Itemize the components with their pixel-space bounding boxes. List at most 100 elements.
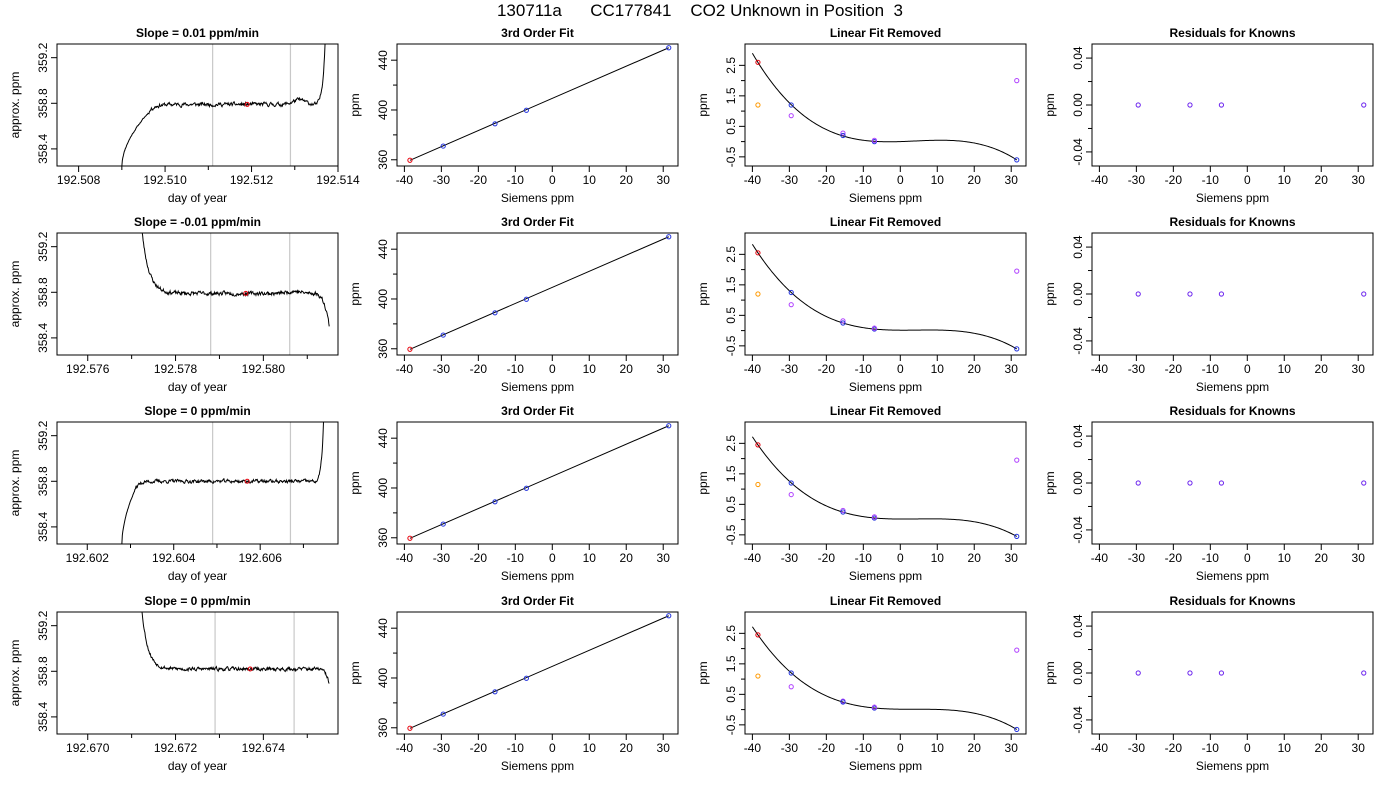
x-tick-label: 20 [620,362,634,376]
x-tick-label: -30 [1128,741,1146,755]
x-tick-label: 192.510 [143,173,187,187]
y-tick-label: 440 [376,50,390,70]
x-tick-label: -40 [1091,362,1109,376]
y-axis-label: ppm [348,282,362,305]
y-tick-label: 0.00 [1071,661,1085,685]
data-point [755,250,761,256]
x-axis-label: Siemens ppm [501,380,574,394]
x-tick-label: 30 [1005,741,1019,755]
panel-fit-row1: 3rd Order Fit -40 -30 -20 -10 0 10 20 30 360 400 44… [348,26,679,205]
panel-title: Slope = 0 ppm/min [144,594,250,608]
data-point [755,442,761,448]
panel-trace-row2: Slope = -0.01 ppm/min 192.576 192.578 192.5… [8,215,339,394]
data-point [1014,726,1020,733]
data-point [1218,480,1225,486]
y-axis-label: ppm [1043,93,1057,116]
x-tick-label: 30 [657,362,671,376]
plot-area [407,234,672,352]
y-tick-label: 360 [376,338,390,358]
data-point [840,699,846,705]
x-tick-label: 10 [583,362,597,376]
x-tick-label: 20 [1315,551,1329,565]
data-point [755,102,761,108]
x-tick-label: 192.580 [242,362,286,376]
y-tick-label: 359.2 [36,231,50,261]
x-tick-label: 192.604 [152,551,196,565]
x-tick-label: 10 [931,362,945,376]
data-point [1014,346,1020,352]
data-point [492,689,498,695]
x-tick-label: 0 [549,362,556,376]
panel-fit-row4: 3rd Order Fit -40 -30 -20 -10 0 10 20 30 360 400 44… [348,594,679,773]
y-tick-label: 440 [376,428,390,448]
x-tick-label: 0 [1244,362,1251,376]
plot-area [141,612,330,734]
data-point [788,289,794,296]
x-tick-label: 20 [620,173,634,187]
x-tick-label: -30 [781,362,799,376]
x-tick-label: -40 [1091,173,1109,187]
data-point [1187,670,1193,676]
x-tick-label: 20 [1315,741,1329,755]
x-tick-label: -30 [1128,362,1146,376]
y-tick-label: 400 [376,478,390,498]
panel-linear-removed-row3: Linear Fit Removed -40 -30 -20 -10 0 10 20 30 -0.… [696,404,1027,583]
data-point [407,346,413,352]
data-point [755,673,761,679]
x-tick-label: -40 [396,741,414,755]
x-tick-label: -10 [855,741,873,755]
x-tick-label: 10 [1278,362,1292,376]
data-point [840,509,846,515]
data-point [755,59,761,65]
panel-title: 3rd Order Fit [501,26,574,40]
y-tick-label: -0.04 [1071,327,1085,355]
data-point [1361,291,1367,297]
x-tick-label: 0 [897,551,904,565]
data-point [666,234,672,240]
x-tick-label: -40 [744,173,762,187]
x-tick-label: 0 [897,741,904,755]
y-tick-label: 0.04 [1071,424,1085,448]
x-tick-label: -40 [1091,551,1109,565]
x-tick-label: 10 [1278,741,1292,755]
data-trace-line [121,422,324,544]
x-tick-label: -30 [1128,551,1146,565]
x-tick-label: -20 [818,551,836,565]
x-tick-label: -20 [470,362,488,376]
data-point [1014,647,1020,653]
x-tick-label: 0 [549,551,556,565]
x-tick-label: 192.508 [57,173,101,187]
x-tick-label: 192.670 [66,741,110,755]
y-tick-label: 0.5 [724,496,738,513]
x-tick-label: 192.606 [238,551,282,565]
y-tick-label: 360 [376,149,390,169]
y-tick-label: 1.5 [724,655,738,672]
fit-line [409,47,669,161]
data-point [1218,291,1225,297]
x-axis-label: day of year [168,380,227,394]
data-point [492,499,498,505]
y-tick-label: 2.5 [724,435,738,452]
x-tick-label: -20 [470,173,488,187]
x-tick-label: 30 [1005,173,1019,187]
plot-frame [56,421,339,545]
x-tick-label: -40 [396,173,414,187]
x-axis-label: day of year [168,759,227,773]
y-axis-label: ppm [696,661,710,684]
x-tick-label: 0 [897,173,904,187]
x-tick-label: 192.512 [230,173,274,187]
x-tick-label: 30 [657,551,671,565]
x-tick-label: -20 [818,362,836,376]
x-tick-label: 30 [1352,173,1366,187]
y-tick-label: 359.2 [36,42,50,72]
data-point [440,332,446,338]
panel-title: Linear Fit Removed [830,404,941,418]
x-tick-label: 20 [968,741,982,755]
x-tick-label: -40 [744,741,762,755]
cubic-fit-curve [751,53,1018,161]
data-point [1218,670,1225,676]
y-axis-label: approx. ppm [8,450,22,517]
y-tick-label: 2.5 [724,57,738,74]
mean-marker [244,101,250,107]
y-tick-label: 0.5 [724,307,738,324]
